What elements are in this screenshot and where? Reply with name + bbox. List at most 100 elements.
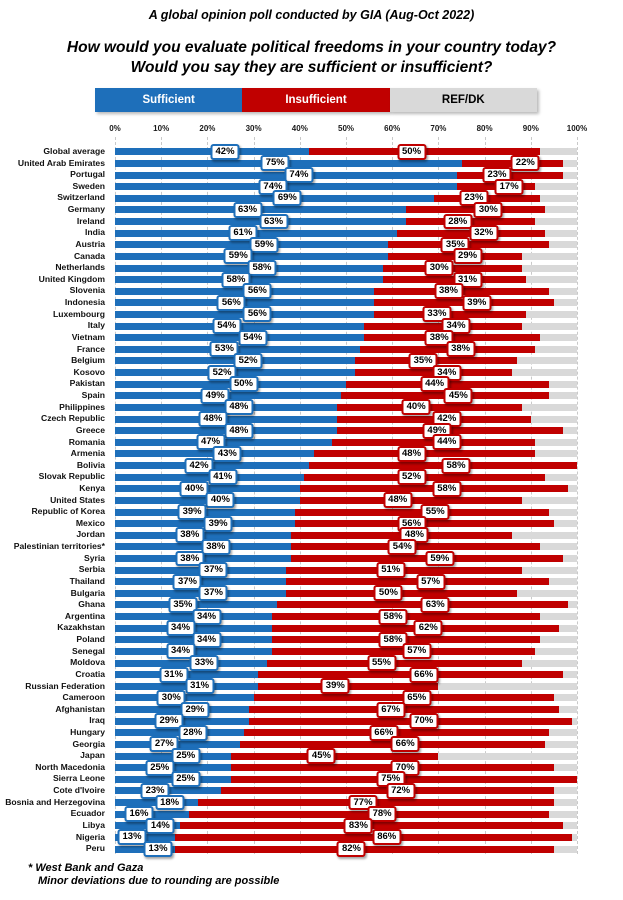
bar-segment-refdk — [521, 659, 577, 667]
bar-segment-refdk — [563, 171, 577, 179]
value-label-sufficient: 49% — [200, 387, 230, 404]
bar-segment-refdk — [558, 706, 577, 714]
gridline — [530, 137, 532, 854]
country-label: Spain — [81, 390, 105, 401]
value-label-insufficient: 59% — [425, 550, 455, 567]
value-label-insufficient: 28% — [443, 213, 473, 230]
value-label-insufficient: 58% — [441, 457, 471, 474]
country-label: Bolivia — [76, 459, 105, 470]
country-label: Kenya — [79, 482, 105, 493]
value-label-insufficient: 65% — [402, 689, 432, 706]
value-label-insufficient: 72% — [386, 782, 416, 799]
x-axis-tick: 40% — [291, 124, 308, 133]
bar-row — [115, 334, 577, 342]
bar-row — [115, 194, 577, 202]
bar-segment-refdk — [521, 264, 577, 272]
bar-segment-refdk — [540, 636, 577, 644]
country-label: Luxembourg — [52, 308, 105, 319]
value-label-insufficient: 48% — [397, 445, 427, 462]
country-label: United Arab Emirates — [17, 157, 105, 168]
bar-segment-refdk — [553, 694, 577, 702]
country-label: Global average — [43, 146, 105, 156]
bar-row — [115, 252, 577, 260]
bar-row — [115, 380, 577, 388]
value-label-sufficient: 34% — [192, 631, 222, 648]
bar-segment-refdk — [521, 403, 577, 411]
country-label: Palestinian territories* — [13, 541, 105, 552]
value-label-sufficient: 48% — [224, 422, 254, 439]
country-label: Slovenia — [69, 285, 105, 296]
x-axis-tick: 50% — [337, 124, 355, 133]
x-axis-tick: 20% — [199, 124, 216, 133]
bar-row — [115, 357, 577, 365]
value-label-insufficient: 82% — [336, 841, 366, 857]
value-label-sufficient: 34% — [166, 620, 196, 637]
bar-segment-refdk — [521, 322, 577, 330]
value-label-sufficient: 34% — [192, 608, 222, 625]
value-label-sufficient: 25% — [145, 759, 175, 776]
bar-row — [115, 520, 577, 528]
country-label: Cameroon — [62, 692, 106, 703]
value-label-insufficient: 17% — [494, 178, 524, 195]
country-label: Libya — [82, 819, 105, 830]
legend-item-insufficient: Insufficient — [242, 88, 390, 112]
bar-segment-refdk — [521, 566, 577, 574]
value-label-sufficient: 59% — [249, 236, 279, 253]
country-label: Serbia — [78, 564, 105, 575]
x-axis-tick: 30% — [245, 124, 262, 133]
legend-label-sufficient: Sufficient — [142, 94, 195, 106]
bar-row — [115, 764, 577, 772]
bar-segment-refdk — [535, 438, 577, 446]
country-label: Pakistan — [69, 378, 105, 389]
bar-segment-refdk — [549, 287, 577, 295]
bar-segment-refdk — [572, 833, 577, 841]
country-label: India — [84, 227, 105, 238]
value-label-sufficient: 18% — [155, 794, 185, 811]
country-label: Kazakhstan — [57, 622, 105, 633]
country-label: Switzerland — [57, 192, 105, 203]
bar-row — [115, 276, 577, 284]
value-label-insufficient: 44% — [420, 376, 450, 393]
country-label: Austria — [75, 238, 105, 249]
value-label-insufficient: 48% — [383, 492, 413, 509]
chart-legend: Sufficient Insufficient REF/DK — [95, 88, 537, 112]
country-label: Sierra Leone — [52, 773, 105, 784]
bar-row — [115, 264, 577, 272]
value-label-sufficient: 40% — [179, 480, 209, 497]
gridline — [161, 137, 163, 854]
bar-segment-refdk — [535, 183, 577, 191]
value-label-sufficient: 29% — [154, 713, 184, 730]
bar-row — [115, 392, 577, 400]
country-label: Czech Republic — [41, 413, 105, 424]
bar-row — [115, 241, 577, 249]
value-label-sufficient: 63% — [259, 213, 289, 230]
value-label-sufficient: 40% — [205, 492, 235, 509]
value-label-insufficient: 45% — [306, 748, 336, 765]
value-label-insufficient: 70% — [409, 713, 439, 730]
value-label-insufficient: 66% — [390, 736, 420, 753]
value-label-insufficient: 29% — [453, 248, 483, 265]
country-label: Germany — [67, 204, 105, 215]
x-axis-tick: 70% — [430, 124, 447, 133]
value-label-insufficient: 39% — [320, 678, 350, 695]
value-label-insufficient: 45% — [443, 387, 473, 404]
country-label: Afghanistan — [55, 703, 105, 714]
country-label: Bosnia and Herzegovina — [5, 796, 105, 807]
country-label: Bulgaria — [70, 587, 105, 598]
legend-item-refdk: REF/DK — [389, 88, 537, 112]
bar-segment-refdk — [549, 380, 577, 388]
value-label-sufficient: 38% — [175, 527, 205, 544]
bar-row — [115, 438, 577, 446]
value-label-sufficient: 69% — [272, 190, 302, 207]
bar-segment-refdk — [521, 252, 577, 260]
bar-segment-refdk — [563, 671, 577, 679]
bar-segment-refdk — [512, 531, 577, 539]
value-label-insufficient: 62% — [413, 620, 443, 637]
value-label-sufficient: 48% — [224, 399, 254, 416]
bar-segment-refdk — [553, 764, 577, 772]
value-label-sufficient: 37% — [198, 562, 228, 579]
bar-row — [115, 148, 577, 156]
value-label-sufficient: 74% — [284, 167, 314, 184]
bar-row — [115, 287, 577, 295]
bar-row — [115, 787, 577, 795]
